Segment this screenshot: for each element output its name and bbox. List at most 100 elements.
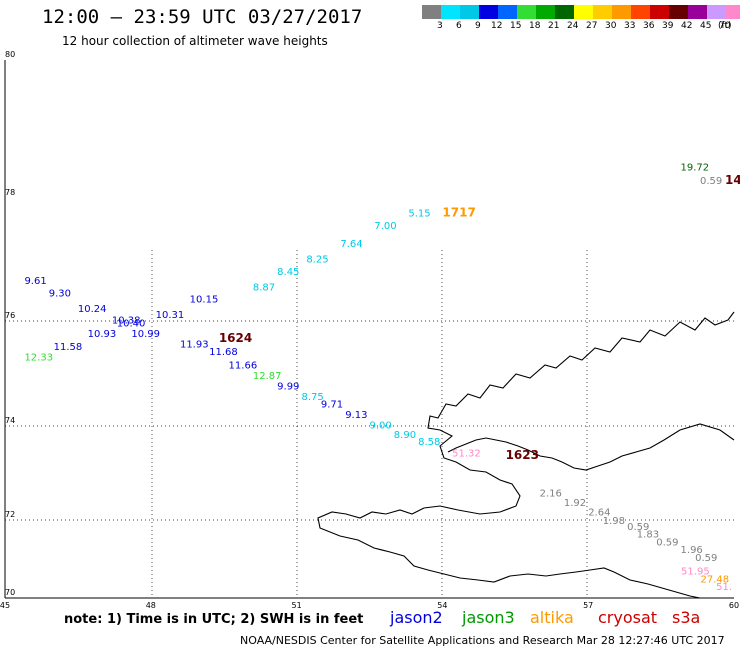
wave-height-label: 10.24 <box>78 304 107 315</box>
lon-tick-label: 51 <box>292 601 302 610</box>
lat-tick-label: 80 <box>5 50 15 59</box>
wave-height-label: 10.31 <box>156 310 185 321</box>
lat-tick-label: 70 <box>5 588 15 597</box>
wave-height-label: 7.00 <box>374 221 396 232</box>
wave-height-label: 8.75 <box>301 392 323 403</box>
track-time-label: 1717 <box>442 205 475 219</box>
wave-height-label: 19.72 <box>681 162 710 173</box>
legend-swatch <box>726 5 740 19</box>
wave-height-label: 12.87 <box>253 371 282 382</box>
legend-swatch <box>536 5 555 19</box>
wave-height-label: 51. <box>716 582 732 593</box>
wave-height-label: 8.45 <box>277 267 299 278</box>
legend-label: 70 <box>719 21 731 31</box>
legend-swatch <box>593 5 612 19</box>
legend-swatch <box>707 5 726 19</box>
wave-height-label: 0.59 <box>656 537 678 548</box>
legend-swatch <box>631 5 650 19</box>
wave-height-label: 10.99 <box>131 329 160 340</box>
satellite-s3a: s3a <box>672 608 701 627</box>
color-legend <box>422 5 740 19</box>
wave-height-label: 1.92 <box>564 498 586 509</box>
wave-height-label: 9.30 <box>49 288 71 299</box>
legend-label: 39 <box>662 21 674 31</box>
wave-height-label: 9.99 <box>277 381 299 392</box>
wave-height-label: 7.64 <box>340 239 362 250</box>
satellite-jason3: jason3 <box>462 608 515 627</box>
legend-swatch <box>574 5 593 19</box>
track-time-label: 1623 <box>506 448 539 462</box>
wave-height-label: 11.58 <box>54 342 83 353</box>
satellite-cryosat: cryosat <box>598 608 658 627</box>
wave-height-label: 5.15 <box>408 208 430 219</box>
legend-unit: (ft) <box>718 21 732 31</box>
legend-swatch <box>612 5 631 19</box>
footnote: note: 1) Time is in UTC; 2) SWH is in fe… <box>64 612 364 627</box>
wave-height-label: 8.58 <box>418 437 440 448</box>
wave-height-label: 9.71 <box>321 400 343 411</box>
legend-swatch <box>555 5 574 19</box>
lon-tick-label: 54 <box>437 601 447 610</box>
credit-line: NOAA/NESDIS Center for Satellite Applica… <box>240 634 725 647</box>
legend-label: 3 <box>437 21 443 31</box>
wave-height-label: 51.95 <box>681 567 710 578</box>
wave-height-label: 10.15 <box>190 295 219 306</box>
legend-label: 27 <box>586 21 598 31</box>
legend-label: 30 <box>605 21 617 31</box>
lon-tick-label: 57 <box>583 601 593 610</box>
lon-tick-label: 60 <box>729 601 739 610</box>
wave-height-label: 10.40 <box>117 318 146 329</box>
legend-label: 9 <box>475 21 481 31</box>
legend-label: 18 <box>529 21 541 31</box>
legend-swatch <box>650 5 669 19</box>
legend-swatch <box>422 5 441 19</box>
wave-height-label: 11.66 <box>229 360 258 371</box>
wave-height-label: 1.98 <box>603 516 625 527</box>
wave-height-label: 0.59 <box>695 553 717 564</box>
legend-label: 24 <box>567 21 579 31</box>
wave-height-label: 9.00 <box>370 420 392 431</box>
wave-height-label: 8.87 <box>253 282 275 293</box>
lat-tick-label: 72 <box>5 510 15 519</box>
wave-height-label: 1.83 <box>637 530 659 541</box>
satellite-altika: altika <box>530 608 574 627</box>
lon-tick-label: 45 <box>0 601 10 610</box>
legend-swatch <box>517 5 536 19</box>
legend-swatch <box>441 5 460 19</box>
wave-height-label: 8.90 <box>394 430 416 441</box>
legend-swatch <box>688 5 707 19</box>
legend-label: 6 <box>456 21 462 31</box>
wave-height-label: 10.93 <box>88 329 117 340</box>
lat-tick-label: 74 <box>5 416 15 425</box>
legend-label: 42 <box>681 21 693 31</box>
wave-height-label: 8.25 <box>306 255 328 266</box>
lat-tick-label: 78 <box>5 188 15 197</box>
legend-labels: 3 6 9 12 15 18 21 24 27 30 33 36 39 42 45 70 <box>422 21 740 33</box>
wave-height-label: 10.38 <box>112 316 141 327</box>
lat-tick-label: 76 <box>5 311 15 320</box>
wave-height-label: 12.33 <box>24 352 53 363</box>
wave-height-label: 2.16 <box>540 489 562 500</box>
wave-height-label: 51.32 <box>452 449 481 460</box>
legend-swatch <box>479 5 498 19</box>
legend-label: 21 <box>548 21 560 31</box>
wave-height-label: 2.64 <box>588 507 610 518</box>
lon-tick-label: 48 <box>146 601 156 610</box>
track-time-label: 14 <box>725 173 740 187</box>
legend-label: 15 <box>510 21 522 31</box>
coastline <box>317 311 735 599</box>
legend-label: 45 <box>700 21 712 31</box>
legend-swatch <box>460 5 479 19</box>
page-title: 12:00 – 23:59 UTC 03/27/2017 <box>42 6 363 28</box>
legend-label: 12 <box>491 21 503 31</box>
legend-label: 33 <box>624 21 636 31</box>
wave-height-label: 1.96 <box>681 545 703 556</box>
wave-height-label: 0.59 <box>700 176 722 187</box>
legend-label: 36 <box>643 21 655 31</box>
page-subtitle: 12 hour collection of altimeter wave hei… <box>62 34 328 48</box>
satellite-jason2: jason2 <box>390 608 443 627</box>
legend-swatch <box>669 5 688 19</box>
wave-height-label: 9.61 <box>24 276 46 287</box>
wave-height-label: 0.59 <box>627 522 649 533</box>
